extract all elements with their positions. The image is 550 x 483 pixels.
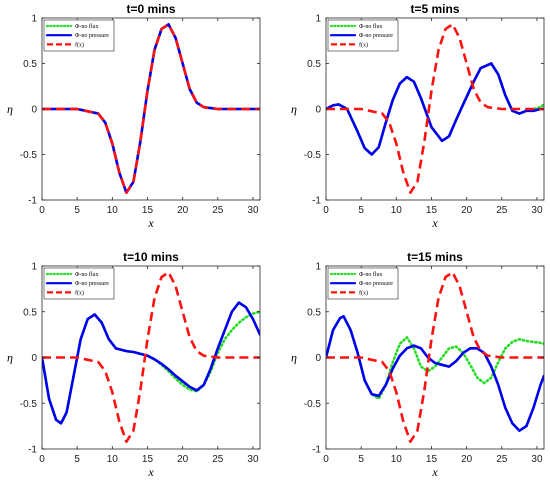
x-tick-label: 20 <box>177 205 189 216</box>
legend-label: Φ-no pressure <box>359 281 393 287</box>
y-tick-label: 1 <box>315 14 321 25</box>
x-tick-label: 10 <box>107 205 119 216</box>
legend-label: Φ-no pressure <box>75 281 109 287</box>
chart-title: t=15 mins <box>407 250 463 264</box>
legend-label: Φ-no flux <box>75 23 99 30</box>
y-axis-label: η <box>291 351 297 365</box>
x-tick-label: 5 <box>74 205 80 216</box>
y-tick-label: 1 <box>31 262 37 273</box>
series-line-solid <box>42 301 260 425</box>
series-line-dashed <box>326 271 544 443</box>
x-tick-label: 15 <box>142 205 154 216</box>
x-tick-label: 30 <box>247 205 259 216</box>
x-tick-label: 30 <box>531 454 543 465</box>
y-tick-label: 1 <box>315 262 321 273</box>
y-tick-label: 0.5 <box>23 59 37 70</box>
y-tick-label: -0.5 <box>20 399 38 410</box>
legend-label: f(x) <box>75 289 84 296</box>
y-tick-label: -0.5 <box>304 399 322 410</box>
legend: Φ-no flux Φ-no pressure f(x) <box>43 19 115 52</box>
x-tick-label: 0 <box>323 454 329 465</box>
y-tick-label: 1 <box>31 14 37 25</box>
x-tick-label: 10 <box>391 454 403 465</box>
y-tick-label: -0.5 <box>20 150 38 161</box>
y-tick-label: -0.5 <box>304 150 322 161</box>
series-line-dashed <box>326 23 544 195</box>
y-tick-label: -1 <box>28 445 37 456</box>
series-line-solid <box>326 62 544 156</box>
legend-label: Φ-no pressure <box>75 33 109 39</box>
y-tick-label: -1 <box>312 445 321 456</box>
series-line-dotted <box>326 315 544 400</box>
y-tick-label: 0 <box>31 353 37 364</box>
subplot-3: 0 5 10 15 20 25 30 -1 -0.5 0 0.5 1 t=10 mins x η Φ-no f… <box>7 250 261 479</box>
series-group <box>326 23 544 195</box>
legend: Φ-no flux Φ-no pressure f(x) <box>327 267 399 300</box>
series-group <box>326 271 544 443</box>
y-axis-label: η <box>7 351 13 365</box>
x-tick-label: 5 <box>358 454 364 465</box>
y-axis-label: η <box>7 102 13 116</box>
y-tick-label: 0 <box>31 105 37 116</box>
x-tick-label: 15 <box>426 454 438 465</box>
x-tick-label: 25 <box>496 205 508 216</box>
y-tick-label: 0.5 <box>307 307 321 318</box>
x-tick-label: 15 <box>142 454 154 465</box>
subplot-2: 0 5 10 15 20 25 30 -1 -0.5 0 0.5 1 t=5 mins x η Φ-no fl… <box>291 2 545 230</box>
x-tick-label: 20 <box>461 454 473 465</box>
x-tick-label: 0 <box>39 454 45 465</box>
x-tick-label: 0 <box>39 205 45 216</box>
x-axis-label: x <box>147 216 154 230</box>
series-group <box>42 23 260 195</box>
y-axis-label: η <box>291 102 297 116</box>
y-tick-label: -1 <box>28 196 37 207</box>
legend-label: f(x) <box>359 41 368 48</box>
series-line-dashed <box>42 23 260 195</box>
series-line-dashed <box>42 271 260 443</box>
y-tick-label: 0 <box>315 105 321 116</box>
x-tick-label: 30 <box>531 205 543 216</box>
y-tick-label: 0 <box>315 353 321 364</box>
series-line-solid <box>326 315 544 432</box>
series-group <box>42 271 260 443</box>
legend-label: Φ-no flux <box>75 271 99 278</box>
x-axis-label: x <box>431 465 438 479</box>
legend: Φ-no flux Φ-no pressure f(x) <box>327 19 399 52</box>
subplot-1: 0 5 10 15 20 25 30 -1 -0.5 0 0.5 1 t=0 mins x η Φ-no fl… <box>7 2 261 230</box>
x-tick-label: 25 <box>496 454 508 465</box>
x-tick-label: 25 <box>212 205 224 216</box>
legend-label: f(x) <box>75 41 84 48</box>
legend-label: Φ-no pressure <box>359 33 393 39</box>
legend: Φ-no flux Φ-no pressure f(x) <box>43 267 115 300</box>
x-tick-label: 5 <box>358 205 364 216</box>
chart-title: t=5 mins <box>410 2 459 16</box>
y-tick-label: 0.5 <box>23 307 37 318</box>
chart-title: t=10 mins <box>123 250 179 264</box>
y-tick-label: -1 <box>312 196 321 207</box>
legend-label: f(x) <box>359 289 368 296</box>
x-tick-label: 20 <box>177 454 189 465</box>
x-tick-label: 25 <box>212 454 224 465</box>
x-tick-label: 0 <box>323 205 329 216</box>
x-tick-label: 10 <box>391 205 403 216</box>
chart-title: t=0 mins <box>126 2 175 16</box>
subplot-4: 0 5 10 15 20 25 30 -1 -0.5 0 0.5 1 t=15 mins x η Φ-no f… <box>291 250 545 479</box>
x-tick-label: 15 <box>426 205 438 216</box>
x-tick-label: 10 <box>107 454 119 465</box>
y-tick-label: 0.5 <box>307 59 321 70</box>
legend-label: Φ-no flux <box>359 271 383 278</box>
x-axis-label: x <box>431 216 438 230</box>
x-tick-label: 30 <box>247 454 259 465</box>
x-axis-label: x <box>147 465 154 479</box>
x-tick-label: 20 <box>461 205 473 216</box>
legend-label: Φ-no flux <box>359 23 383 30</box>
x-tick-label: 5 <box>74 454 80 465</box>
